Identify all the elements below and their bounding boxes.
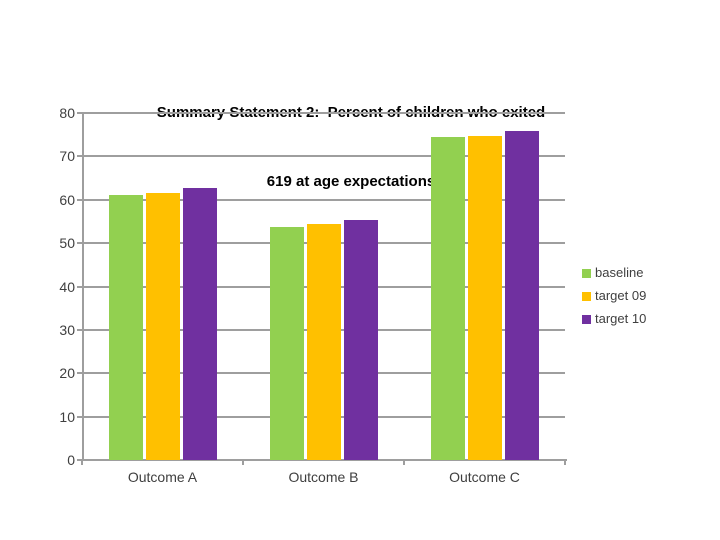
x-tick-1	[242, 460, 244, 465]
bar-target-09-Outcome-A	[145, 192, 180, 460]
bar-target-10-Outcome-B	[343, 219, 378, 460]
y-tick-20	[77, 372, 82, 375]
y-tick-10	[77, 415, 82, 418]
x-tick-3	[564, 460, 566, 465]
x-label-Outcome-C: Outcome C	[449, 469, 520, 485]
bar-target-10-Outcome-A	[182, 188, 217, 460]
x-label-Outcome-B: Outcome B	[288, 469, 359, 485]
legend-item-target-09: target 09	[582, 288, 646, 304]
x-tick-0	[81, 460, 83, 465]
legend-swatch-baseline	[582, 268, 591, 278]
gridline-70	[82, 155, 565, 158]
y-tick-label-10: 10	[59, 408, 75, 425]
legend-swatch-target-09	[582, 291, 591, 301]
legend-swatch-target-10	[582, 314, 591, 324]
legend-item-target-10: target 10	[582, 311, 646, 327]
y-tick-label-40: 40	[59, 278, 75, 295]
chart-title-line2: 619 at age expectations	[266, 173, 436, 190]
y-tick-70	[77, 155, 82, 158]
y-tick-label-80: 80	[59, 105, 75, 121]
y-tick-30	[77, 328, 82, 331]
bar-target-10-Outcome-C	[504, 130, 539, 460]
y-tick-label-0: 0	[67, 452, 75, 468]
y-axis-line	[82, 112, 84, 460]
y-tick-60	[77, 198, 82, 201]
y-tick-0	[77, 459, 82, 461]
x-tick-2	[403, 460, 405, 465]
legend-label-target-10: target 10	[595, 311, 647, 326]
y-tick-label-70: 70	[59, 148, 75, 165]
bar-target-09-Outcome-B	[306, 224, 341, 460]
bar-baseline-Outcome-A	[108, 194, 143, 460]
y-tick-50	[77, 242, 82, 245]
bar-baseline-Outcome-B	[269, 227, 304, 460]
legend-label-baseline: baseline	[595, 265, 644, 280]
gridline-80	[82, 112, 565, 114]
chart-title: Summary Statement 2: Percent of children…	[0, 55, 702, 239]
y-tick-label-20: 20	[59, 365, 75, 382]
legend-item-baseline: baseline	[582, 265, 643, 281]
y-tick-label-50: 50	[59, 235, 75, 252]
y-tick-40	[77, 285, 82, 288]
y-tick-80	[77, 112, 82, 114]
x-label-Outcome-A: Outcome A	[127, 469, 198, 485]
bar-target-09-Outcome-C	[467, 135, 502, 460]
y-tick-label-60: 60	[59, 191, 75, 208]
y-tick-label-30: 30	[59, 321, 75, 338]
x-axis-line	[80, 459, 567, 461]
legend-label-target-09: target 09	[595, 288, 647, 303]
gridline-60	[82, 198, 565, 201]
bar-baseline-Outcome-C	[430, 136, 465, 460]
